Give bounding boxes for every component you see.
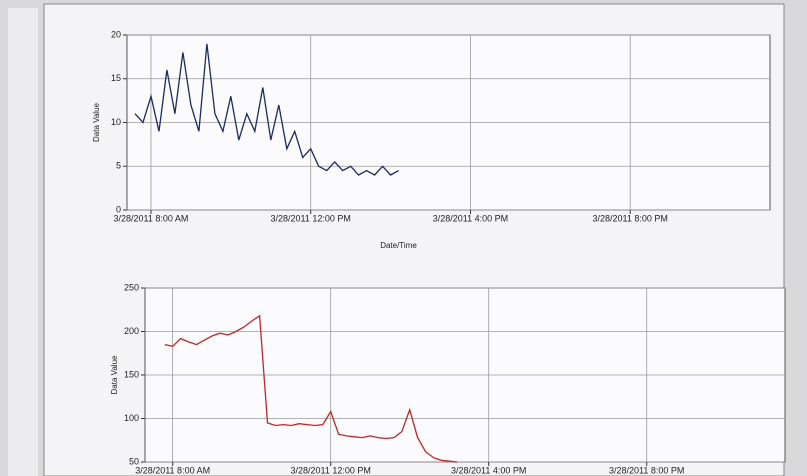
x-tick-label: 3/28/2011 4:00 PM [451, 465, 526, 475]
x-tick-label: 3/28/2011 8:00 AM [114, 213, 189, 223]
y-axis-label: Data Value [92, 102, 101, 142]
y-tick-label: 15 [111, 73, 121, 83]
y-tick-label: 0 [116, 204, 121, 214]
data-line [164, 314, 458, 463]
y-tick-label: 10 [111, 117, 121, 127]
x-tick-label: 3/28/2011 12:00 PM [290, 465, 370, 475]
x-tick-label: 3/28/2011 4:00 PM [433, 213, 508, 223]
x-axis-label: Date/Time [380, 241, 417, 250]
y-tick-label: 150 [124, 369, 139, 379]
x-tick-label: 3/28/2011 8:00 AM [135, 465, 210, 475]
y-tick-label: 5 [116, 161, 121, 171]
x-tick-label: 3/28/2011 8:00 PM [593, 213, 668, 223]
y-axis-label: Data Value [110, 355, 119, 395]
x-tick-label: 3/28/2011 12:00 PM [271, 213, 351, 223]
y-tick-label: 200 [124, 326, 139, 336]
y-tick-label: 50 [129, 456, 139, 466]
data-line [134, 43, 399, 176]
y-tick-label: 250 [124, 282, 139, 292]
x-tick-label: 3/28/2011 8:00 PM [609, 465, 684, 475]
side-panel [8, 8, 38, 476]
y-tick-label: 20 [111, 29, 121, 39]
y-tick-label: 100 [124, 413, 139, 423]
